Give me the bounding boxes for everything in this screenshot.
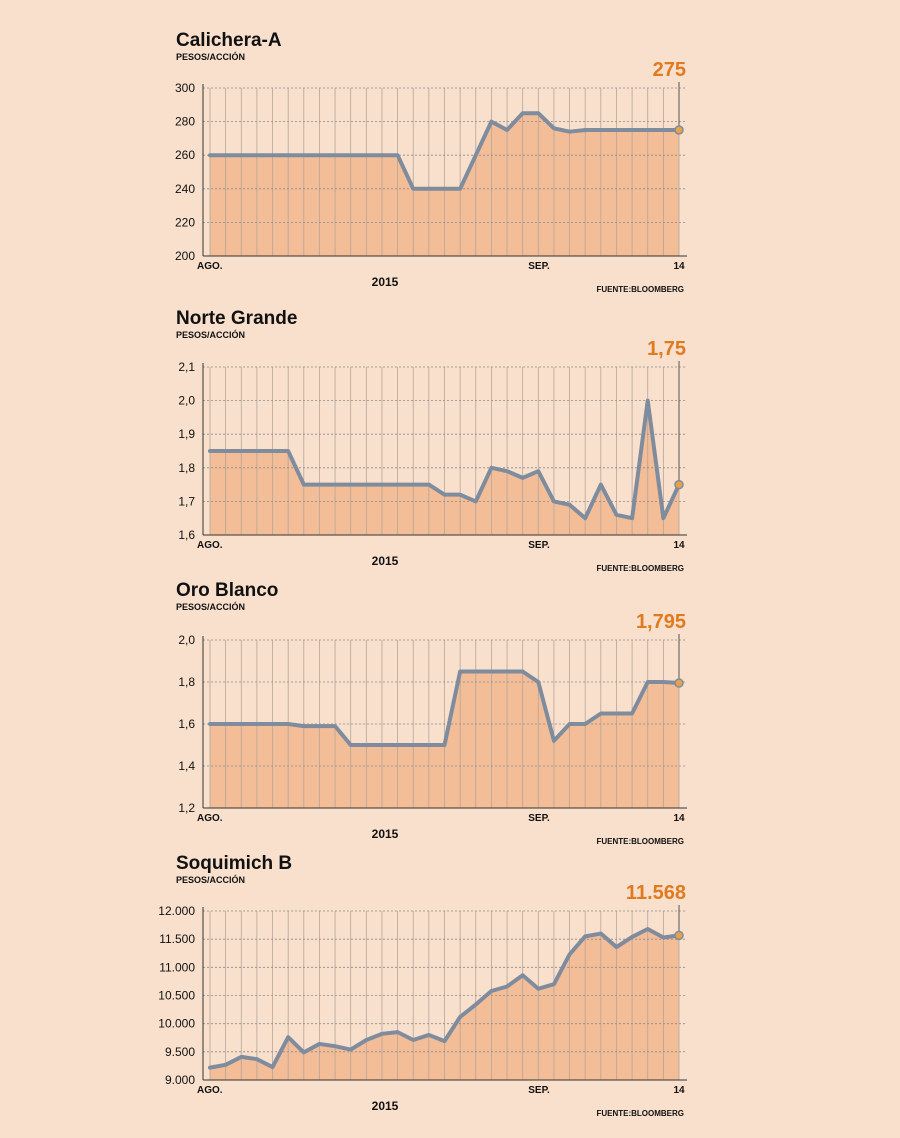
last-value-marker	[674, 678, 684, 688]
y-tick-label: 240	[175, 182, 195, 196]
last-value-label: 1,795	[636, 611, 686, 633]
x-tick-end: 14	[673, 813, 685, 824]
price-line	[208, 927, 681, 1070]
x-tick-mid: SEP.	[528, 1085, 550, 1096]
y-tick-label: 1,6	[178, 528, 195, 542]
x-tick-start: AGO.	[197, 540, 223, 551]
area-fill	[210, 671, 679, 808]
y-tick-label: 200	[175, 249, 195, 263]
y-tick-label: 2,0	[178, 394, 195, 408]
last-value-label: 1,75	[647, 338, 686, 360]
y-tick-label: 1,2	[178, 801, 195, 815]
chart-unit-label: PESOS/ACCIÓN	[176, 601, 245, 612]
price-line	[208, 398, 681, 521]
x-tick-mid: SEP.	[528, 540, 550, 551]
chart-unit-label: PESOS/ACCIÓN	[176, 51, 245, 62]
y-tick-label: 220	[175, 215, 195, 229]
x-tick-end: 14	[673, 261, 685, 272]
y-tick-label: 9.000	[165, 1073, 195, 1087]
last-value-marker	[674, 930, 684, 941]
y-tick-label: 10.000	[158, 1017, 195, 1031]
area-fill	[210, 113, 679, 256]
y-tick-label: 11.500	[159, 932, 195, 946]
price-line	[208, 111, 681, 191]
y-tick-label: 2,1	[178, 360, 195, 374]
area-fill	[210, 929, 679, 1080]
y-tick-label: 9.500	[165, 1045, 195, 1059]
last-value-marker	[674, 125, 684, 135]
x-tick-start: AGO.	[197, 261, 223, 272]
y-tick-label: 12.000	[158, 904, 195, 918]
x-tick-mid: SEP.	[528, 813, 550, 824]
x-tick-end: 14	[673, 540, 685, 551]
year-label: 2015	[372, 1099, 399, 1113]
y-tick-label: 280	[175, 115, 195, 129]
last-value-label: 275	[653, 59, 686, 81]
year-label: 2015	[372, 554, 399, 568]
x-tick-end: 14	[673, 1085, 685, 1096]
y-tick-label: 10.500	[158, 989, 195, 1003]
y-tick-label: 1,7	[178, 494, 195, 508]
source-label: FUENTE:BLOOMBERG	[596, 564, 684, 573]
y-tick-label: 2,0	[178, 633, 195, 647]
last-value-label: 11.568	[626, 882, 686, 904]
year-label: 2015	[372, 827, 399, 841]
y-tick-label: 11.000	[159, 960, 195, 974]
x-tick-start: AGO.	[197, 1085, 223, 1096]
source-label: FUENTE:BLOOMBERG	[596, 285, 684, 294]
chart-unit-label: PESOS/ACCIÓN	[176, 329, 245, 340]
chart-title: Oro Blanco	[176, 580, 278, 601]
y-tick-label: 1,8	[178, 675, 195, 689]
y-tick-label: 300	[175, 81, 195, 95]
x-tick-start: AGO.	[197, 813, 223, 824]
chart-unit-label: PESOS/ACCIÓN	[176, 874, 245, 885]
y-tick-label: 1,4	[178, 759, 195, 773]
chart-title: Soquimich B	[176, 853, 292, 874]
chart-title: Norte Grande	[176, 308, 297, 329]
y-tick-label: 1,9	[178, 427, 195, 441]
chart-title: Calichera-A	[176, 30, 282, 51]
last-value-marker	[674, 479, 684, 490]
source-label: FUENTE:BLOOMBERG	[596, 1109, 684, 1118]
price-line	[208, 669, 681, 747]
y-tick-label: 1,6	[178, 717, 195, 731]
year-label: 2015	[372, 275, 399, 289]
y-tick-label: 1,8	[178, 461, 195, 475]
x-tick-mid: SEP.	[528, 261, 550, 272]
source-label: FUENTE:BLOOMBERG	[596, 837, 684, 846]
y-tick-label: 260	[175, 148, 195, 162]
